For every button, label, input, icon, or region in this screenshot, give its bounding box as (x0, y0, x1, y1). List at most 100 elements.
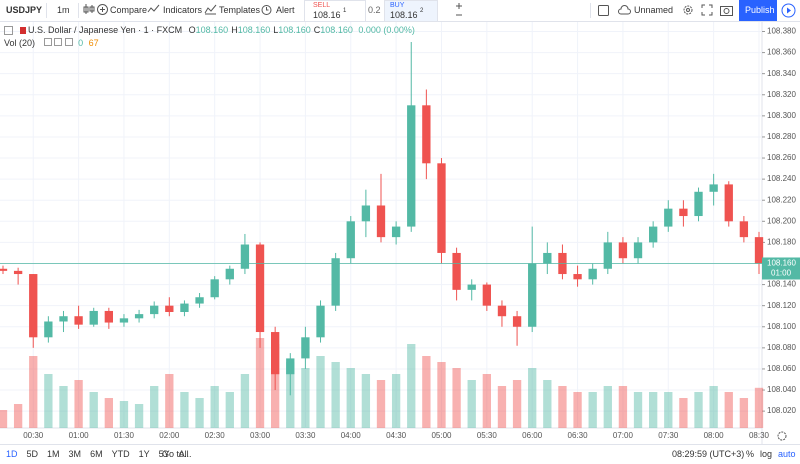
separator (46, 3, 47, 18)
range-button[interactable]: 1M (47, 449, 60, 459)
candle-body (709, 184, 718, 192)
candle-body (543, 252, 552, 264)
candle-body (618, 242, 628, 259)
volume-bar (376, 380, 386, 428)
volume-bar (467, 380, 476, 428)
volume-legend: Vol (20) 0 67 (4, 38, 99, 48)
volume-bar (407, 344, 416, 428)
candle-body (512, 316, 522, 327)
ohlc-readout: O108.160 H108.160 L108.160 C108.160 (189, 25, 356, 35)
play-icon[interactable] (781, 3, 796, 18)
legend-collapse[interactable] (4, 26, 13, 36)
volume-bar (316, 356, 325, 428)
volume-bar (754, 387, 764, 428)
volume-bar (618, 386, 628, 428)
volume-bar (225, 392, 234, 428)
range-button[interactable]: YTD (111, 449, 130, 459)
candle-body (104, 310, 113, 323)
sell-pip: 1 (343, 8, 347, 14)
indicators-icon (147, 4, 160, 13)
sell-price: 108.16 (313, 10, 341, 20)
y-tick-label: 108.380 (767, 27, 796, 36)
candle-body (422, 105, 431, 164)
candle-body (165, 305, 174, 312)
symbol[interactable]: USDJPY (6, 5, 43, 15)
volume-bar (497, 386, 507, 428)
volume-bar (195, 398, 204, 428)
compare-button[interactable]: Compare (110, 5, 148, 15)
templates-button[interactable]: Templates (219, 5, 261, 15)
fullscreen-icon[interactable] (701, 4, 713, 16)
x-tick-label: 02:00 (159, 431, 180, 440)
axis-settings[interactable] (777, 431, 787, 441)
settings-icon[interactable] (682, 4, 694, 16)
volume-bar (724, 392, 733, 428)
separator (590, 3, 591, 18)
indicators-button[interactable]: Indicators (163, 5, 203, 15)
candle-body (346, 221, 355, 259)
y-tick-label: 108.120 (767, 301, 796, 310)
range-button[interactable]: 5D (26, 449, 39, 459)
range-button[interactable]: 6M (90, 449, 103, 459)
range-button[interactable]: All (178, 449, 189, 459)
candle-body (739, 221, 749, 238)
volume-bar (361, 374, 371, 428)
volume-bar (482, 374, 491, 428)
select-icon[interactable] (598, 5, 609, 16)
auto-toggle[interactable]: auto (778, 449, 796, 459)
goto-button[interactable]: Go to... (162, 449, 192, 459)
candle-body (588, 268, 597, 280)
interval[interactable]: 1m (57, 5, 70, 15)
candle-body (119, 318, 129, 323)
candle-body (331, 258, 340, 306)
x-tick-label: 06:00 (522, 431, 543, 440)
percent-toggle[interactable]: % (746, 449, 755, 459)
sell-button[interactable]: SELL 108.16 1 (304, 0, 366, 22)
candle-body (649, 226, 658, 243)
volume-bar (512, 380, 522, 428)
cloud-icon (618, 5, 631, 15)
candle-body (210, 279, 219, 298)
y-tick-label: 108.020 (767, 406, 796, 415)
volume-bar (301, 368, 310, 428)
buy-pip: 2 (420, 8, 424, 14)
x-tick-label: 01:30 (114, 431, 135, 440)
candle-body (603, 242, 612, 269)
volume-title: Vol (20) (4, 38, 36, 48)
volume-hide[interactable] (54, 38, 63, 46)
change: 0.000 (0.00%) (358, 25, 415, 35)
quantity-stepper[interactable] (455, 2, 463, 19)
chart-type-icon[interactable] (83, 3, 95, 15)
clock: 08:29:59 (UTC+3) (672, 449, 745, 459)
alert-button[interactable]: Alert (276, 5, 295, 15)
volume-bar (150, 386, 159, 428)
candle-body (528, 263, 537, 327)
volume-bar (422, 356, 431, 428)
volume-bar (709, 386, 718, 428)
compare-icon (97, 4, 108, 15)
buy-button[interactable]: BUY 108.16 2 (384, 0, 438, 22)
volume-remove[interactable] (64, 38, 73, 46)
range-button[interactable]: 3M (68, 449, 82, 459)
volume-bar (633, 392, 643, 428)
range-button[interactable]: 1D (6, 449, 18, 459)
ohlc-value: 108.160 (278, 25, 311, 35)
y-tick-label: 108.200 (767, 216, 796, 225)
volume-bar (104, 398, 113, 428)
publish-button[interactable]: Publish (739, 0, 777, 21)
y-tick-label: 108.180 (767, 238, 796, 247)
volume-bar (13, 404, 23, 428)
candle-body (467, 284, 476, 290)
snapshot-icon[interactable] (720, 4, 733, 16)
volume-settings[interactable] (43, 38, 52, 46)
ohlc-value: 108.160 (237, 25, 271, 35)
volume-bar (739, 398, 749, 428)
volume-bar (558, 386, 567, 428)
range-button[interactable]: 5Y (158, 449, 170, 459)
volume-bar (603, 386, 612, 428)
candle-body (301, 337, 310, 359)
range-button[interactable]: 1Y (138, 449, 150, 459)
log-toggle[interactable]: log (760, 449, 773, 459)
candle-body (13, 270, 23, 275)
layout-name[interactable]: Unnamed (634, 5, 674, 15)
